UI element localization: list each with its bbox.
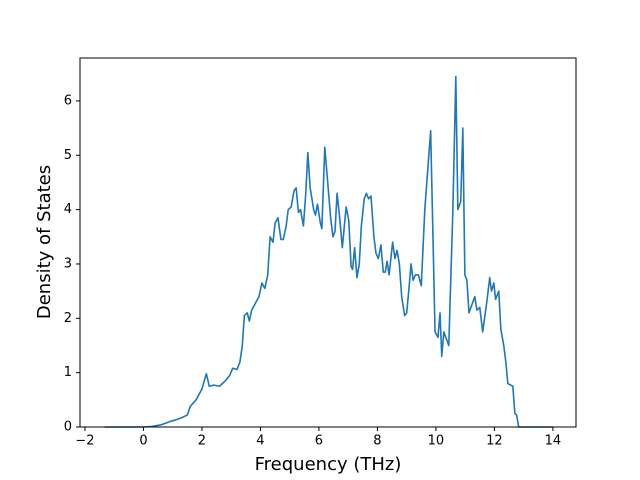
y-tick-label: 5 <box>64 148 72 163</box>
y-tick-label: 1 <box>64 365 72 380</box>
x-tick-label: 8 <box>373 434 381 449</box>
x-tick-label: −2 <box>75 434 94 449</box>
x-tick-label: 4 <box>256 434 264 449</box>
y-tick-label: 2 <box>64 311 72 326</box>
x-tick-label: 14 <box>545 434 562 449</box>
y-axis-label: Density of States <box>34 165 55 319</box>
x-tick-label: 2 <box>198 434 206 449</box>
y-tick-label: 6 <box>64 93 72 108</box>
y-tick-label: 3 <box>64 256 72 271</box>
y-tick-label: 0 <box>64 420 72 435</box>
dos-line <box>104 75 553 428</box>
x-tick-label: 6 <box>315 434 323 449</box>
y-tick-label: 4 <box>64 202 72 217</box>
x-tick-label: 0 <box>139 434 147 449</box>
x-tick-label: 10 <box>428 434 445 449</box>
axes-frame <box>79 57 577 428</box>
x-axis-label: Frequency (THz) <box>255 454 402 475</box>
x-tick-label: 12 <box>486 434 503 449</box>
